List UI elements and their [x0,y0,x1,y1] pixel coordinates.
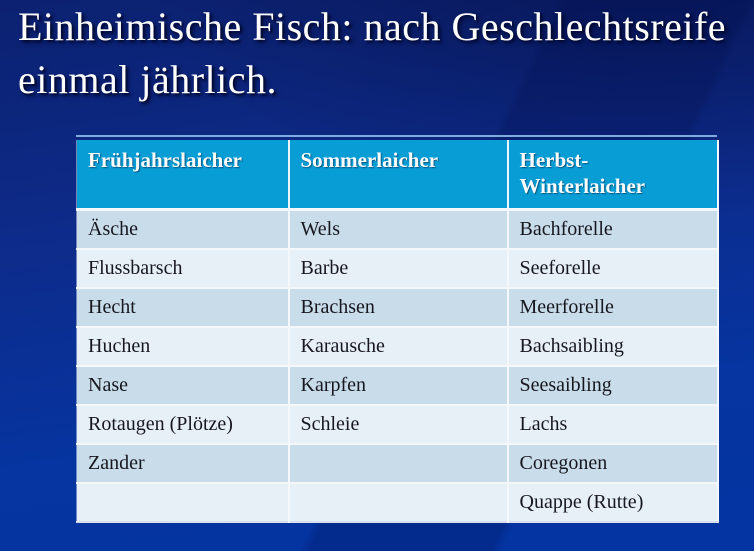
table-row: Rotaugen (Plötze) Schleie Lachs [76,405,718,445]
table-row: Nase Karpfen Seesaibling [76,366,718,406]
table-cell: Huchen [76,327,290,367]
table: Frühjahrslaicher Sommerlaicher Herbst-Wi… [76,140,719,523]
table-cell: Lachs [507,405,718,445]
table-cell: Bachforelle [507,209,718,250]
table-row: Huchen Karausche Bachsaibling [76,327,718,367]
table-cell: Karausche [288,327,509,367]
table-row: Quappe (Rutte) [76,483,718,522]
table-cell: Coregonen [507,444,718,484]
table-cell: Rotaugen (Plötze) [76,405,290,445]
table-cell: Brachsen [288,288,509,328]
page-title-line-1: Einheimische Fisch: nach Geschlechtsreif… [18,4,727,49]
table-cell [288,483,509,522]
table-row: Flussbarsch Barbe Seeforelle [76,249,718,289]
table-cell: Bachsaibling [507,327,718,367]
table-cell: Seesaibling [507,366,718,406]
table-cell: Nase [76,366,290,406]
table-cell: Äsche [76,209,290,250]
table-header-row: Frühjahrslaicher Sommerlaicher Herbst-Wi… [76,140,718,211]
table-cell: Hecht [76,288,290,328]
table-cell: Quappe (Rutte) [507,483,718,522]
fish-spawning-table: Frühjahrslaicher Sommerlaicher Herbst-Wi… [76,135,719,523]
table-cell: Seeforelle [507,249,718,289]
table-row: Hecht Brachsen Meerforelle [76,288,718,328]
page-title: Einheimische Fisch: nach Geschlechtsreif… [18,0,726,106]
table-cell: Zander [76,444,290,484]
column-header-fruehjahrslaicher: Frühjahrslaicher [76,140,290,211]
table-cell: Karpfen [288,366,509,406]
table-cell [76,483,290,522]
table-cell [288,444,509,484]
table-row: Zander Coregonen [76,444,718,484]
table-cell: Barbe [288,249,509,289]
table-row: Äsche Wels Bachforelle [76,209,718,250]
column-header-herbst-winterlaicher: Herbst-Winterlaicher [507,140,718,211]
column-header-sommerlaicher: Sommerlaicher [288,140,509,211]
table-cell: Wels [288,209,509,250]
page-title-line-2: einmal jährlich. [18,57,278,102]
table-cell: Meerforelle [507,288,718,328]
table-cell: Schleie [288,405,509,445]
table-cell: Flussbarsch [76,249,290,289]
